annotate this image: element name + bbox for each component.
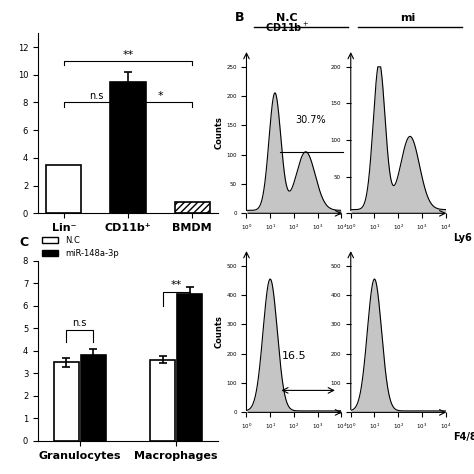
Text: **: ** <box>122 49 134 60</box>
Text: F4/8: F4/8 <box>453 432 474 442</box>
Text: B: B <box>235 11 244 24</box>
Y-axis label: Counts: Counts <box>214 315 223 348</box>
Bar <box>54 362 79 441</box>
Text: *: * <box>157 91 163 101</box>
Text: CD11b$^+$: CD11b$^+$ <box>265 21 309 34</box>
Y-axis label: Counts: Counts <box>214 116 223 149</box>
Bar <box>174 202 210 213</box>
Text: mi: mi <box>401 13 416 23</box>
Bar <box>81 356 106 441</box>
Text: Ly6: Ly6 <box>453 233 472 243</box>
Text: n.s: n.s <box>89 91 103 101</box>
Text: 16.5: 16.5 <box>282 351 306 361</box>
Bar <box>110 82 146 213</box>
Text: n.s: n.s <box>73 318 87 328</box>
Bar <box>177 294 202 441</box>
Text: **: ** <box>171 280 182 290</box>
Text: C: C <box>19 237 28 249</box>
Text: N.C: N.C <box>276 13 298 23</box>
Text: 30.7%: 30.7% <box>296 115 326 125</box>
Bar <box>46 165 82 213</box>
Legend: N.C, miR-148a-3p: N.C, miR-148a-3p <box>38 232 122 261</box>
Bar <box>150 360 175 441</box>
